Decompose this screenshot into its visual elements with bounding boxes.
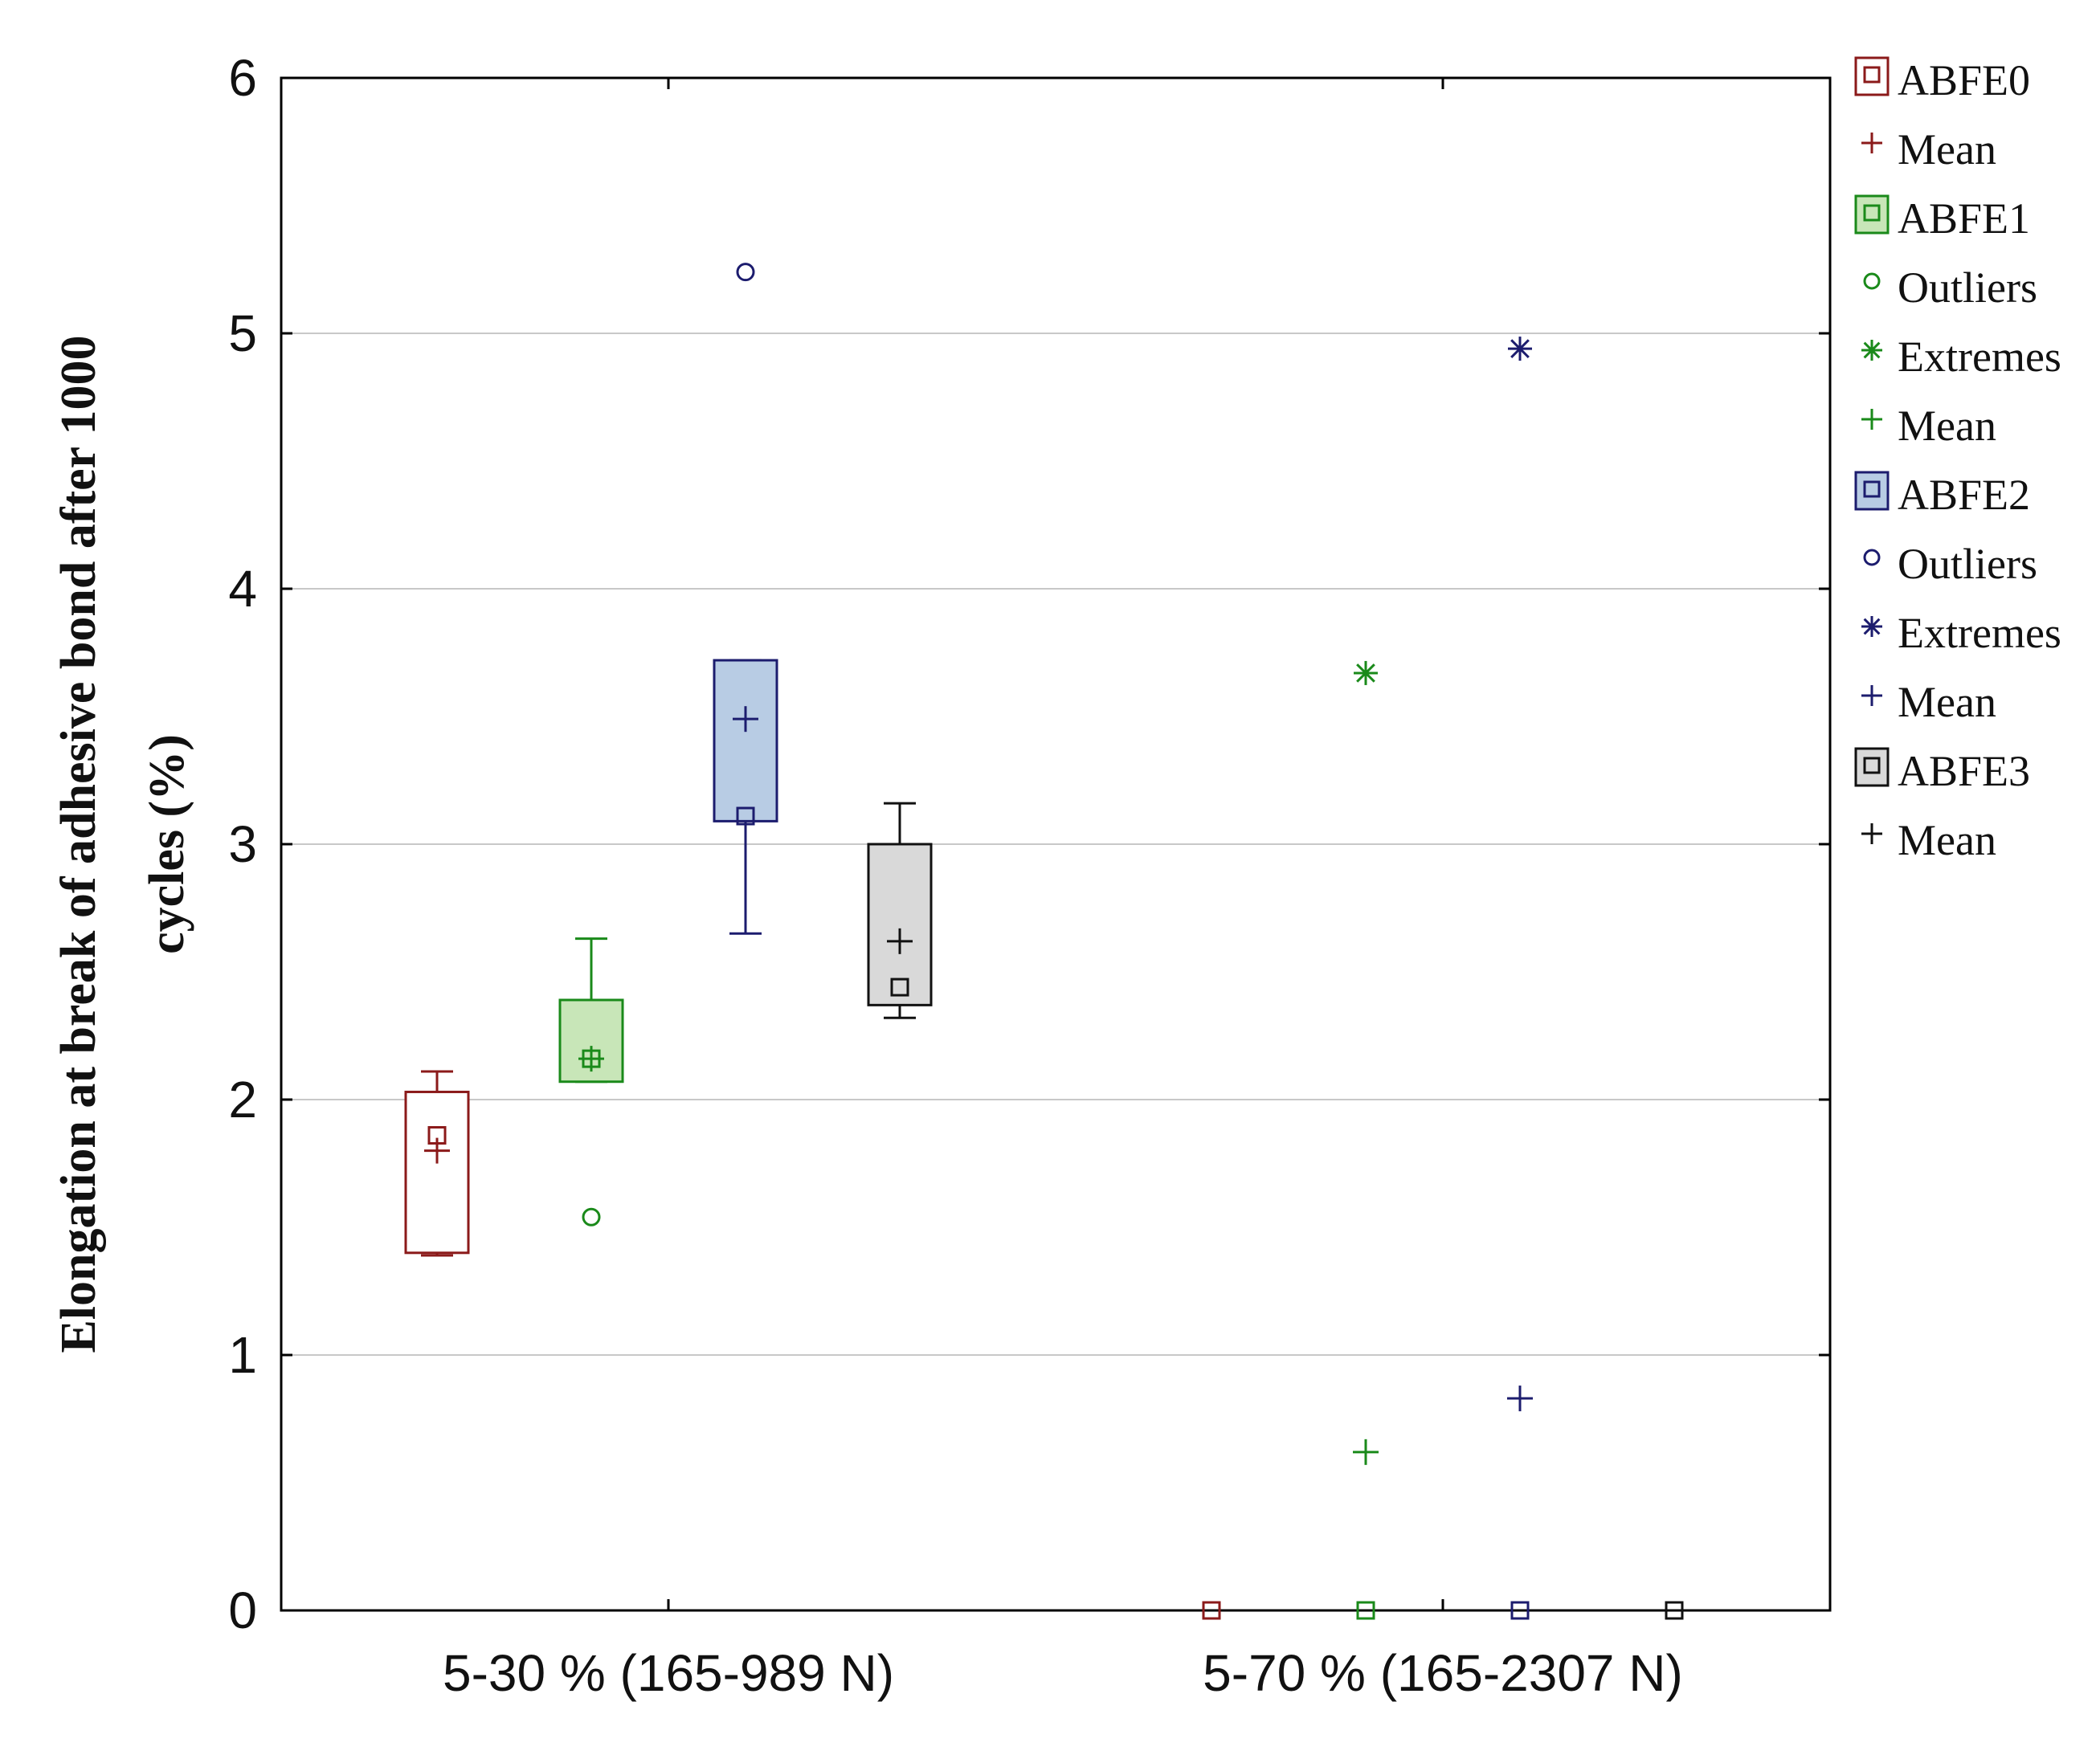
legend-item-mean: Mean [1861, 816, 1996, 864]
legend-label: Mean [1898, 816, 1996, 864]
box-abfe1-cat0 [558, 937, 624, 1226]
box-abfe3-cat1 [1665, 1601, 1684, 1620]
legend-label: Extremes [1898, 609, 2061, 657]
legend-item-abfe0: ABFE0 [1854, 56, 2030, 104]
gridlines [281, 333, 1830, 1356]
box-iqr [404, 1090, 470, 1255]
y-tick-label: 2 [228, 1071, 257, 1129]
x-category-label: 5-30 % (165-989 N) [443, 1644, 894, 1702]
legend-label: ABFE1 [1898, 194, 2030, 243]
legend-median-swatch [1863, 66, 1881, 84]
median-marker [1665, 1601, 1684, 1620]
legend-item-outliers: Outliers [1863, 540, 2037, 588]
legend-item-mean: Mean [1861, 125, 1996, 173]
legend-outlier-swatch [1863, 549, 1881, 566]
legend-item-abfe2: ABFE2 [1854, 471, 2030, 519]
legend-item-mean: Mean [1861, 402, 1996, 450]
box-iqr [867, 843, 933, 1006]
box-iqr [713, 659, 778, 822]
y-tick-label: 0 [228, 1582, 257, 1639]
y-axis-title-line: Elongation at break of adhesive bond aft… [51, 335, 106, 1353]
legend-item-outliers: Outliers [1863, 263, 2037, 312]
median-marker [1202, 1601, 1221, 1620]
legend-label: Mean [1898, 678, 1996, 726]
legend-label: ABFE2 [1898, 471, 2030, 519]
legend-label: ABFE3 [1898, 747, 2030, 795]
box-abfe2-cat0 [713, 263, 778, 935]
extreme-marker-d2 [1863, 618, 1881, 635]
y-tick-label: 5 [228, 304, 257, 362]
legend-box-swatch [1854, 56, 1890, 96]
legend-median-swatch [1863, 757, 1881, 774]
outlier-point [582, 1207, 601, 1226]
y-tick-label: 1 [228, 1326, 257, 1384]
box-abfe0-cat0 [404, 1070, 470, 1257]
legend-median-swatch [1863, 204, 1881, 222]
legend-label: Outliers [1898, 263, 2037, 312]
legend-label: Outliers [1898, 540, 2037, 588]
y-axis-title-line: cycles (%) [140, 734, 194, 954]
legend-label: ABFE0 [1898, 56, 2030, 104]
y-axis-title: Elongation at break of adhesive bond aft… [51, 335, 194, 1353]
box-abfe0-cat1 [1202, 1601, 1221, 1620]
legend-label: Extremes [1898, 333, 2061, 381]
legend-box-swatch [1854, 747, 1890, 787]
box-abfe2-cat1 [1507, 337, 1533, 1620]
box-series [404, 263, 1684, 1620]
legend-outlier-swatch [1863, 272, 1881, 290]
legend-box-swatch [1854, 471, 1890, 511]
median-marker [736, 806, 755, 826]
legend-item-mean: Mean [1861, 678, 1996, 726]
box-abfe3-cat0 [867, 802, 933, 1019]
legend-item-extremes: Extremes [1861, 333, 2061, 381]
median-marker [1510, 1601, 1530, 1620]
legend: ABFE0 Mean ABFE1 Outliers Extremes Mean ABFE2 O… [1854, 56, 2061, 864]
x-category-label: 5-70 % (165-2307 N) [1203, 1644, 1683, 1702]
outlier-point [736, 263, 755, 282]
y-tick-label: 3 [228, 815, 257, 873]
axis-ticks: 0 1 2 3 4 5 6 5-30 % (165-989 N) 5-70 % (165-230… [228, 49, 1830, 1702]
box-abfe1-cat1 [1353, 660, 1379, 1620]
median-marker [890, 977, 909, 997]
extreme-marker-d2 [1356, 663, 1375, 683]
legend-median-swatch [1863, 480, 1881, 498]
legend-item-abfe3: ABFE3 [1854, 747, 2030, 795]
median-marker [1356, 1601, 1375, 1620]
legend-item-extremes: Extremes [1861, 609, 2061, 657]
legend-box-swatch [1854, 194, 1890, 235]
legend-item-abfe1: ABFE1 [1854, 194, 2030, 243]
legend-label: Mean [1898, 125, 1996, 173]
y-tick-label: 6 [228, 49, 257, 107]
legend-label: Mean [1898, 402, 1996, 450]
extreme-marker-d2 [1863, 341, 1881, 359]
y-tick-label: 4 [228, 560, 257, 618]
extreme-marker-d2 [1510, 339, 1530, 358]
